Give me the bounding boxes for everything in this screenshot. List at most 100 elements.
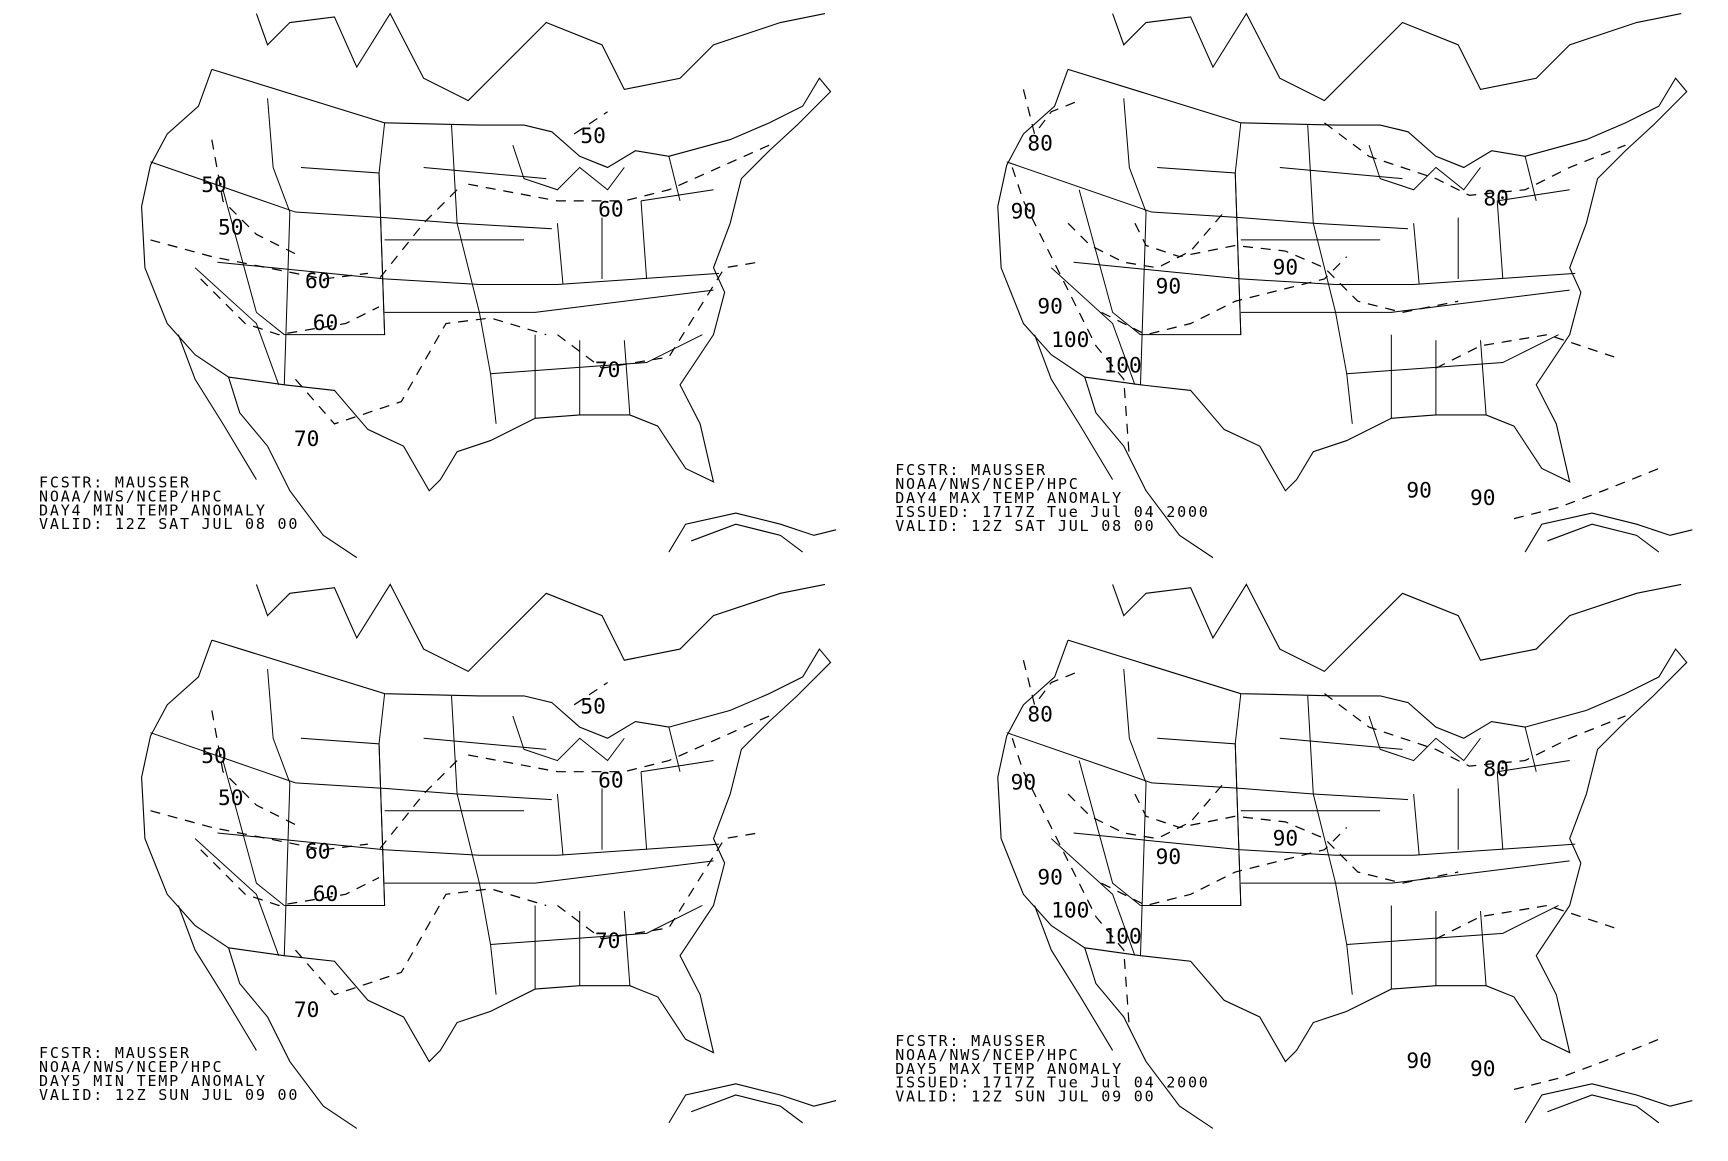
state-boundary xyxy=(267,98,291,385)
state-boundary xyxy=(1078,189,1141,336)
contour-line xyxy=(1513,467,1660,520)
contour-line xyxy=(150,239,368,280)
contours xyxy=(1011,89,1660,520)
cuba-coastline xyxy=(1547,1094,1660,1124)
state-boundary xyxy=(1073,832,1576,856)
contour-label: 80 xyxy=(1483,185,1509,210)
state-boundary xyxy=(1006,161,1409,230)
state-boundary xyxy=(1346,334,1559,375)
contour-label: 60 xyxy=(598,197,624,222)
contour-label: 50 xyxy=(218,785,243,810)
state-boundary xyxy=(222,189,285,336)
state-boundary xyxy=(217,832,720,856)
us-coastline xyxy=(141,68,832,492)
state-boundary xyxy=(150,732,552,801)
contour-label: 90 xyxy=(1406,477,1431,502)
map-panel-day4-max: 80 90 90 90 80 90 100 100 90 90 FCSTR: MAUSSERNOAA… xyxy=(895,12,1693,559)
contour-label: 60 xyxy=(313,881,339,906)
state-boundary xyxy=(640,760,714,773)
state-boundary xyxy=(1368,144,1481,191)
baja-coastline xyxy=(1034,334,1114,480)
info-line: FCSTR: MAUSSER xyxy=(39,1044,191,1062)
contour-label: 60 xyxy=(305,839,331,864)
contour-line xyxy=(294,317,547,425)
state-boundary xyxy=(1234,693,1242,906)
state-boundary xyxy=(1496,771,1504,850)
contour-line xyxy=(1011,738,1130,1029)
info-line: NOAA/NWS/NCEP/HPC xyxy=(39,1058,223,1076)
basemap xyxy=(141,12,837,559)
contour-line xyxy=(211,139,302,258)
contour-line xyxy=(1067,211,1225,269)
info-line: FCSTR: MAUSSER xyxy=(895,1032,1047,1050)
contour-label: 90 xyxy=(1011,199,1037,224)
contour-label: 50 xyxy=(218,214,243,239)
state-boundary xyxy=(1240,860,1570,884)
state-boundary xyxy=(1524,726,1537,772)
contour-label: 80 xyxy=(1027,702,1053,727)
state-boundary xyxy=(1050,267,1136,386)
contour-line xyxy=(1435,904,1615,940)
contour-line xyxy=(1101,827,1348,907)
state-boundary xyxy=(1497,189,1570,202)
contour-label: 80 xyxy=(1483,756,1509,781)
state-boundary xyxy=(623,911,631,986)
map-panel-day5-max: 80 90 90 90 80 90 100 100 90 90 FCSTR: MAUSSERNOAA… xyxy=(895,583,1693,1129)
state-boundary xyxy=(378,122,386,335)
contour-label: 90 xyxy=(1273,825,1299,850)
state-boundary xyxy=(1073,261,1576,286)
mexico-coastline xyxy=(228,947,358,1129)
state-boundary xyxy=(1140,166,1242,336)
contour-label: 50 xyxy=(580,694,606,719)
basemap xyxy=(997,12,1693,559)
contour-label: 90 xyxy=(1037,293,1063,318)
state-boundary xyxy=(1413,223,1420,285)
baja-coastline xyxy=(1034,905,1114,1051)
contour-line xyxy=(200,278,380,336)
info-line: FCSTR: MAUSSER xyxy=(895,461,1047,479)
info-line: DAY4 MAX TEMP ANOMALY xyxy=(895,489,1123,507)
state-boundary xyxy=(668,156,681,202)
cuba-coastline xyxy=(691,1094,804,1124)
state-boundary xyxy=(1346,905,1559,945)
us-coastline xyxy=(141,639,832,1063)
cuba-coastline xyxy=(1524,1083,1693,1124)
contour-label: 70 xyxy=(595,357,621,382)
state-boundary xyxy=(378,693,386,906)
contour-line xyxy=(573,681,608,706)
contour-label: 90 xyxy=(1037,864,1063,889)
contour-label: 100 xyxy=(1051,898,1089,923)
contour-label: 100 xyxy=(1104,923,1142,948)
contour-line xyxy=(1011,167,1130,458)
contour-label: 50 xyxy=(201,172,226,197)
state-boundary xyxy=(423,737,547,750)
state-boundary xyxy=(1279,166,1403,180)
state-boundary xyxy=(1496,200,1504,279)
contours xyxy=(1011,660,1660,1091)
contour-label: 60 xyxy=(598,767,624,792)
cuba-coastline xyxy=(691,523,804,553)
contour-label: 50 xyxy=(580,123,606,148)
state-boundary xyxy=(1123,669,1147,956)
state-boundary xyxy=(1006,732,1409,801)
info-line: VALID: 12Z SUN JUL 09 00 xyxy=(39,1086,299,1104)
contour-label: 90 xyxy=(1470,1056,1496,1081)
state-boundary xyxy=(1524,156,1537,202)
cuba-coastline xyxy=(668,1083,837,1124)
info-line: FCSTR: MAUSSER xyxy=(39,473,191,491)
contour-label: 90 xyxy=(1156,844,1182,869)
state-boundary xyxy=(490,334,703,375)
info-line: ISSUED: 1717Z Tue Jul 04 2000 xyxy=(895,1074,1209,1092)
info-line: DAY4 MIN TEMP ANOMALY xyxy=(39,501,267,519)
contour-label: 80 xyxy=(1027,131,1053,156)
state-boundary xyxy=(1307,695,1353,995)
canada-boundaries xyxy=(255,583,826,673)
info-line: NOAA/NWS/NCEP/HPC xyxy=(895,1046,1079,1064)
state-boundary xyxy=(668,726,681,772)
contour-label: 100 xyxy=(1104,353,1142,378)
contour-line xyxy=(1022,660,1080,707)
contours xyxy=(150,681,770,996)
contour-line xyxy=(200,849,380,907)
state-boundary xyxy=(1480,340,1487,415)
state-boundary xyxy=(150,161,552,230)
